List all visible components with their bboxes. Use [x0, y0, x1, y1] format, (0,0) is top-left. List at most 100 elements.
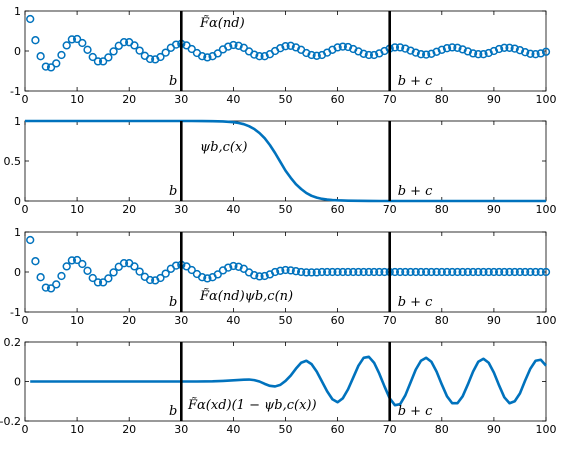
x-tick-label: 0 [22, 93, 29, 106]
data-point [250, 271, 259, 280]
data-point [276, 44, 285, 53]
data-point [255, 52, 264, 61]
data-point [448, 267, 457, 277]
y-tick-label: 0.5 [4, 155, 22, 168]
y-tick-label: -0.2 [0, 415, 21, 428]
data-point [31, 257, 40, 266]
data-point [479, 267, 488, 277]
data-point [296, 267, 306, 277]
data-point [526, 267, 535, 277]
x-tick-label: 50 [279, 93, 293, 106]
data-point [46, 63, 56, 72]
y-tick-label: 1 [14, 5, 21, 18]
data-point [130, 41, 139, 50]
data-point [437, 45, 446, 54]
data-point [26, 14, 35, 24]
x-tick-label: 0 [22, 203, 29, 216]
data-point [83, 266, 92, 275]
y-tick-label: 1 [14, 115, 21, 128]
data-point [161, 48, 170, 57]
data-point [224, 263, 233, 272]
data-point [286, 266, 295, 275]
vline-label: b + c [398, 404, 433, 419]
data-point [213, 49, 222, 58]
vline-label: b [169, 404, 177, 419]
data-point [317, 267, 327, 277]
x-tick-label: 70 [383, 314, 397, 327]
panel-annotation: F̃α(nd) [199, 15, 245, 31]
data-point [338, 42, 347, 51]
data-point [416, 50, 426, 59]
data-point [333, 267, 342, 277]
data-point [26, 235, 35, 245]
data-point [521, 48, 530, 57]
vline-label: b + c [398, 74, 433, 89]
data-point [437, 267, 446, 277]
data-point [463, 267, 473, 277]
y-tick-label: 0 [14, 266, 21, 279]
data-point [104, 274, 113, 283]
x-tick-label: 50 [279, 203, 293, 216]
x-tick-label: 20 [122, 93, 136, 106]
data-point [364, 267, 374, 277]
data-point [78, 259, 87, 269]
data-point [307, 268, 316, 277]
data-point [505, 267, 514, 277]
data-point [31, 36, 40, 45]
data-point [432, 267, 441, 277]
data-point [302, 48, 311, 58]
data-point [312, 51, 321, 60]
data-point [448, 43, 457, 52]
data-point [260, 52, 269, 61]
y-tick-label: 0 [14, 376, 21, 389]
x-tick-label: 100 [536, 314, 557, 327]
data-point [270, 267, 280, 277]
data-point [338, 267, 347, 277]
data-point [395, 43, 405, 52]
data-point [187, 265, 196, 275]
data-point [187, 44, 196, 54]
data-point [468, 49, 478, 58]
x-tick-label: 100 [536, 93, 557, 106]
data-point [250, 50, 259, 59]
data-point [369, 267, 379, 277]
data-point [145, 54, 155, 64]
data-point [203, 274, 212, 283]
data-point [156, 273, 165, 283]
data-point [442, 267, 452, 277]
x-tick-label: 60 [331, 423, 345, 436]
x-tick-label: 40 [226, 93, 240, 106]
data-point [197, 52, 207, 61]
data-point [234, 41, 243, 50]
x-tick-label: 50 [279, 423, 293, 436]
data-point [197, 273, 207, 282]
data-point [281, 42, 290, 51]
data-point [343, 42, 353, 52]
data-point [302, 268, 311, 277]
data-point [46, 284, 56, 293]
data-point [135, 46, 144, 55]
data-point [484, 48, 493, 58]
data-point [531, 50, 540, 59]
data-point [364, 50, 374, 60]
x-tick-label: 10 [70, 203, 84, 216]
data-point [41, 283, 50, 292]
x-tick-label: 10 [70, 93, 84, 106]
data-point [109, 268, 118, 277]
data-point [510, 267, 519, 277]
x-tick-label: 30 [174, 203, 188, 216]
x-tick-label: 20 [122, 423, 136, 436]
data-point [67, 256, 77, 265]
data-point [536, 267, 545, 277]
data-point [130, 262, 139, 271]
data-point [349, 267, 358, 277]
data-point [453, 267, 462, 277]
data-point [343, 267, 353, 277]
vline-label: b [169, 184, 177, 199]
data-point [442, 44, 452, 53]
data-point [422, 267, 431, 277]
data-point [494, 267, 504, 277]
x-tick-label: 30 [174, 423, 188, 436]
x-tick-label: 70 [383, 423, 397, 436]
